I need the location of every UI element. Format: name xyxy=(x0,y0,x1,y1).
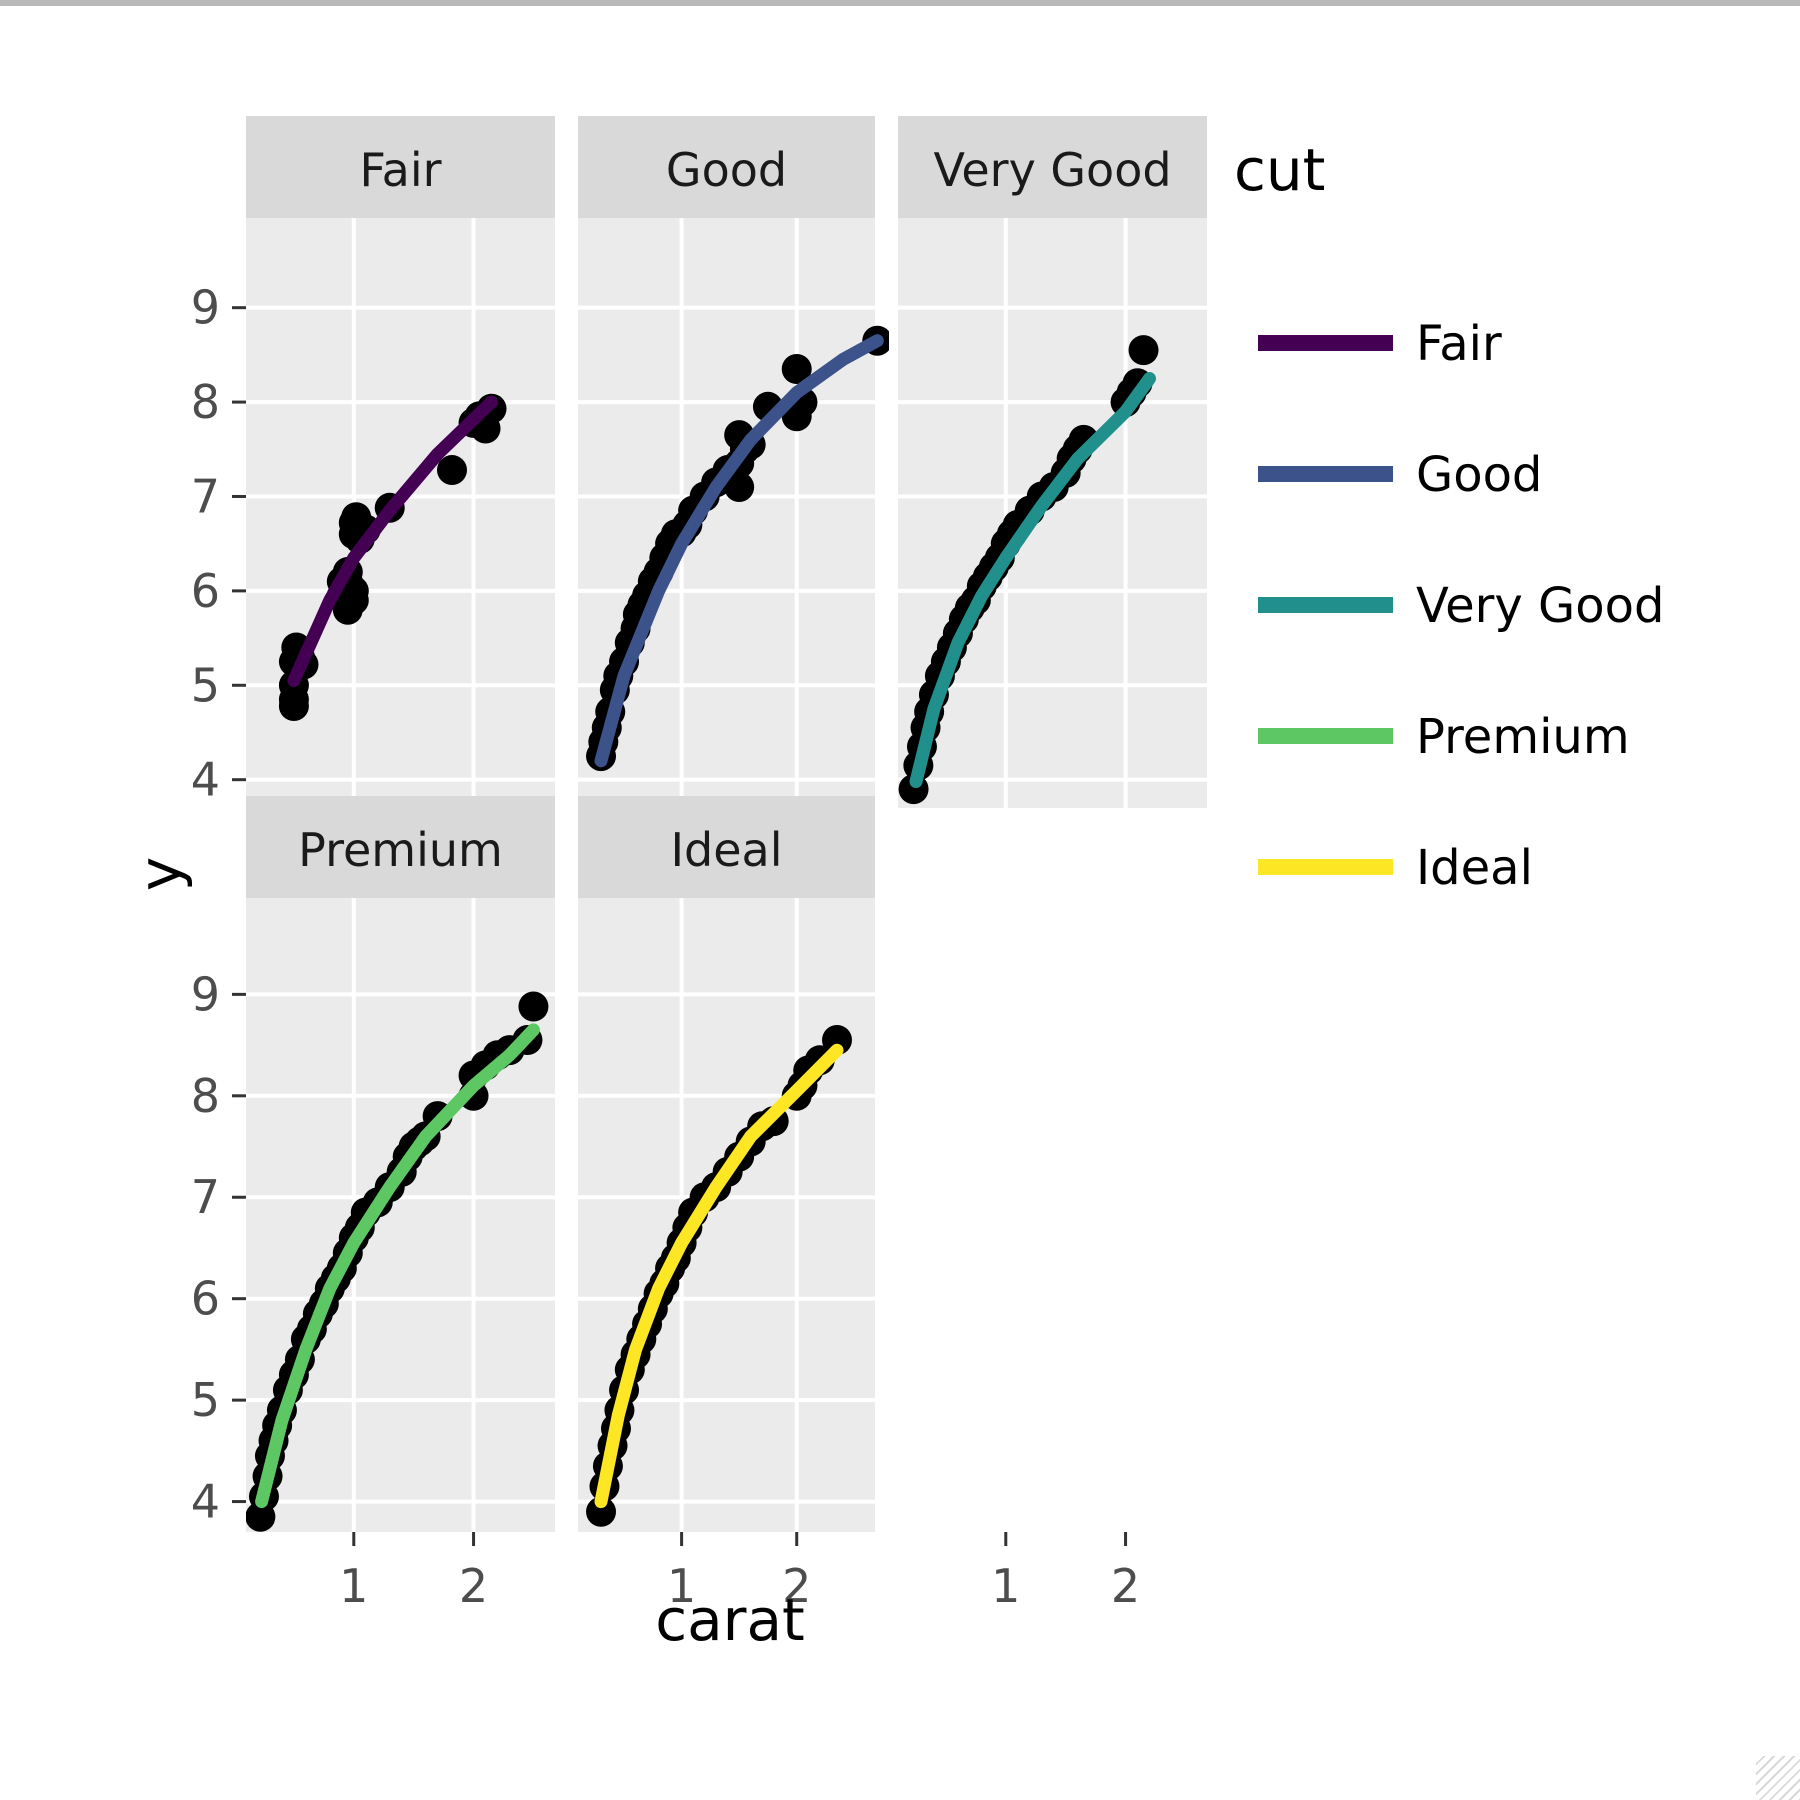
legend-label: Good xyxy=(1416,447,1542,503)
data-point xyxy=(518,991,549,1022)
x-tick-label: 1 xyxy=(667,1559,696,1613)
y-tick-label: 9 xyxy=(191,967,220,1021)
facet-panels: Fair Good Very Good Premium Ideal xyxy=(246,116,1207,1532)
y-tick-label: 8 xyxy=(191,1069,220,1123)
legend-label: Fair xyxy=(1416,316,1502,372)
x-tick-label: 2 xyxy=(782,1559,811,1613)
y-tick-label: 7 xyxy=(191,1170,220,1224)
series-line-very-good xyxy=(909,372,1156,789)
panel-background xyxy=(578,218,875,808)
panel-very-good: Very Good xyxy=(898,116,1207,808)
y-tick-label: 6 xyxy=(191,1272,220,1326)
strip-label: Premium xyxy=(298,823,503,877)
y-tick-label: 4 xyxy=(191,1475,220,1529)
panel-data xyxy=(246,991,549,1532)
legend-item-ideal: Ideal xyxy=(1258,840,1533,896)
strip-label: Fair xyxy=(359,143,441,197)
panel-data xyxy=(586,1025,853,1527)
series-line-fair xyxy=(287,395,498,688)
resize-grip-icon[interactable] xyxy=(1756,1756,1800,1800)
window-top-edge xyxy=(0,0,1800,6)
data-point xyxy=(724,472,755,503)
legend-label: Very Good xyxy=(1416,578,1664,634)
panel-premium: Premium xyxy=(246,796,555,1532)
strip-background xyxy=(898,116,1207,218)
y-tick-label: 5 xyxy=(191,658,220,712)
legend-item-premium: Premium xyxy=(1258,709,1630,765)
panel-background xyxy=(246,898,555,1532)
legend-label: Premium xyxy=(1416,709,1630,765)
y-tick-label: 8 xyxy=(191,375,220,429)
series-line-ideal xyxy=(594,1043,844,1509)
panel-background xyxy=(898,218,1207,808)
legend-item-fair: Fair xyxy=(1258,316,1502,372)
x-tick-label: 1 xyxy=(339,1559,368,1613)
x-tick-label: 2 xyxy=(459,1559,488,1613)
x-axis-title: carat xyxy=(655,1586,805,1654)
panel-ideal: Ideal xyxy=(578,796,875,1532)
y-tick-label: 7 xyxy=(191,469,220,523)
y-tick-label: 5 xyxy=(191,1373,220,1427)
series-line-good xyxy=(594,334,884,768)
legend-item-good: Good xyxy=(1258,447,1542,503)
panel-data xyxy=(898,335,1159,805)
legend-title: cut xyxy=(1234,136,1325,204)
x-tick-label: 2 xyxy=(1111,1559,1140,1613)
data-point xyxy=(278,691,309,722)
panel-data xyxy=(278,393,507,722)
panel-data xyxy=(586,325,889,772)
data-point xyxy=(1128,335,1159,366)
panel-fair: Fair xyxy=(246,116,555,808)
strip-label: Good xyxy=(666,143,787,197)
panel-good: Good xyxy=(578,116,889,808)
strip-label: Very Good xyxy=(933,143,1171,197)
strip-background xyxy=(246,796,555,898)
axes: 4 5 6 7 8 9 4 5 6 7 8 9 1 2 1 2 1 2 xyxy=(191,281,1140,1613)
strip-background xyxy=(246,116,555,218)
legend-item-very-good: Very Good xyxy=(1258,578,1664,634)
data-point xyxy=(586,1496,617,1527)
legend-label: Ideal xyxy=(1416,840,1533,896)
data-point xyxy=(781,354,812,385)
strip-label: Ideal xyxy=(670,823,782,877)
y-tick-label: 9 xyxy=(191,281,220,335)
y-tick-label: 4 xyxy=(191,753,220,807)
legend: cut Fair Good Very Good Premium Ideal xyxy=(1234,136,1664,896)
x-tick-label: 1 xyxy=(991,1559,1020,1613)
data-point xyxy=(822,1025,853,1056)
data-point xyxy=(437,455,467,486)
series-line-premium xyxy=(255,1023,540,1509)
strip-background xyxy=(578,796,875,898)
y-axis-title: y xyxy=(126,857,194,891)
y-tick-label: 6 xyxy=(191,564,220,618)
strip-background xyxy=(578,116,875,218)
